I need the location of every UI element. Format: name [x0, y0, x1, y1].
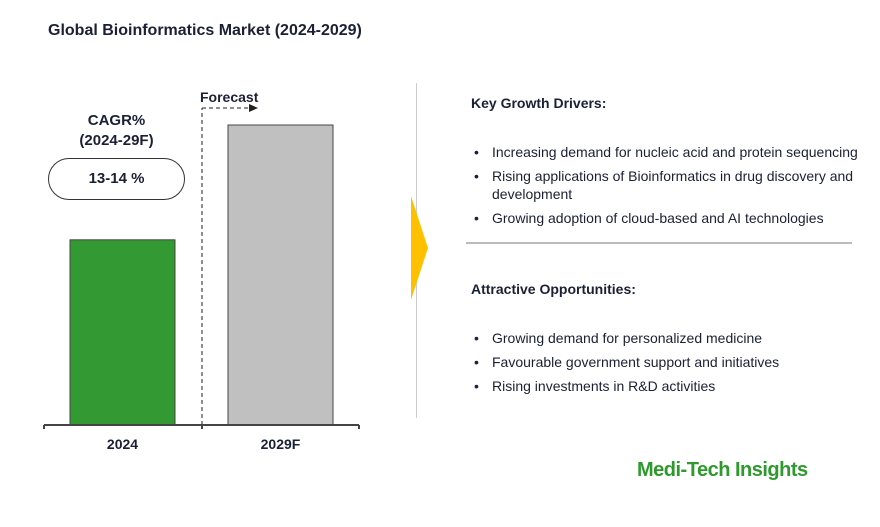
brand-logo: Medi-Tech Insights [637, 459, 808, 481]
forecast-arrow-icon [249, 104, 258, 112]
cagr-value-badge: 13-14 % [48, 158, 185, 200]
drivers-title: Key Growth Drivers: [471, 95, 607, 111]
chevron-right-icon [411, 196, 428, 300]
list-item: Rising applications of Bioinformatics in… [471, 167, 861, 203]
forecast-label: Forecast [200, 89, 259, 105]
list-item: Growing demand for personalized medicine [471, 329, 861, 347]
drivers-list: Increasing demand for nucleic acid and p… [471, 143, 861, 233]
opportunities-title: Attractive Opportunities: [471, 281, 636, 297]
opportunities-list: Growing demand for personalized medicine… [471, 329, 861, 401]
list-item: Increasing demand for nucleic acid and p… [471, 143, 861, 161]
x-tick-label: 2029F [260, 436, 301, 452]
section-divider [466, 242, 852, 244]
cagr-period: (2024-29F) [79, 132, 154, 149]
bar-2029F [227, 124, 334, 426]
x-tick-label: 2024 [106, 436, 139, 452]
bar-2024 [69, 239, 176, 426]
list-item: Favourable government support and initia… [471, 353, 861, 371]
page-title: Global Bioinformatics Market (2024-2029) [48, 22, 362, 39]
cagr-label: CAGR% [87, 112, 146, 129]
list-item: Growing adoption of cloud-based and AI t… [471, 209, 861, 227]
bar-chart [43, 104, 360, 429]
list-item: Rising investments in R&D activities [471, 377, 861, 395]
